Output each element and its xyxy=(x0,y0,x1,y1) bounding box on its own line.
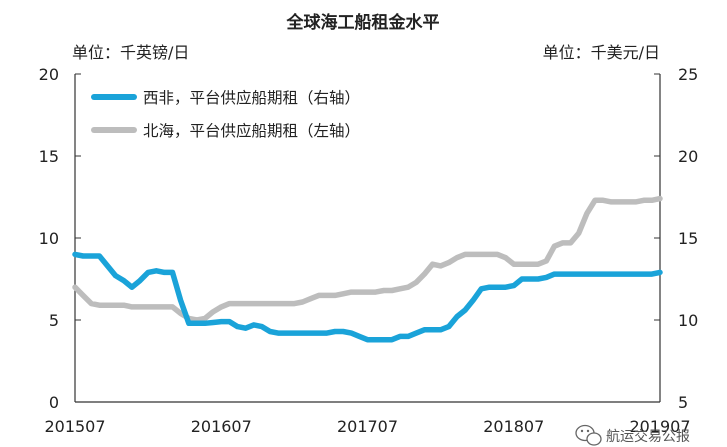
right-axis-ticks: 5 10 15 20 25 xyxy=(654,65,698,412)
right-unit-label: 单位：千美元/日 xyxy=(543,43,660,62)
x-axis-ticks: 201507 201607 201707 201807 201907 xyxy=(44,417,690,436)
x-tick-label: 201707 xyxy=(337,417,398,436)
left-tick-label: 5 xyxy=(49,311,59,330)
series-line-north-sea xyxy=(72,195,663,323)
x-tick-label: 201807 xyxy=(483,417,544,436)
right-tick-label: 10 xyxy=(678,311,698,330)
legend-label-north-sea: 北海，平台供应船期租（左轴） xyxy=(143,121,360,140)
left-tick-label: 20 xyxy=(39,65,59,84)
left-axis-ticks: 0 5 10 15 20 xyxy=(39,65,81,412)
x-tick-label: 201607 xyxy=(191,417,252,436)
wechat-icon xyxy=(575,424,602,446)
watermark-text: 航运交易公报 xyxy=(606,428,690,445)
x-tick-label: 201507 xyxy=(44,417,105,436)
left-tick-label: 0 xyxy=(49,393,59,412)
chart-title: 全球海工船租金水平 xyxy=(286,12,440,33)
series-line-west-africa xyxy=(72,251,663,343)
legend: 西非，平台供应船期租（右轴） 北海，平台供应船期租（左轴） xyxy=(91,88,360,140)
left-tick-label: 10 xyxy=(39,229,59,248)
right-tick-label: 15 xyxy=(678,229,698,248)
left-tick-label: 15 xyxy=(39,147,59,166)
right-tick-label: 20 xyxy=(678,147,698,166)
series-layer xyxy=(72,195,663,343)
right-tick-label: 5 xyxy=(678,393,688,412)
x-tick-label: 201907 xyxy=(629,417,690,436)
right-tick-label: 25 xyxy=(678,65,698,84)
legend-label-west-africa: 西非，平台供应船期租（右轴） xyxy=(143,88,360,107)
left-unit-label: 单位：千英镑/日 xyxy=(72,43,189,62)
watermark: 航运交易公报 xyxy=(575,424,690,446)
